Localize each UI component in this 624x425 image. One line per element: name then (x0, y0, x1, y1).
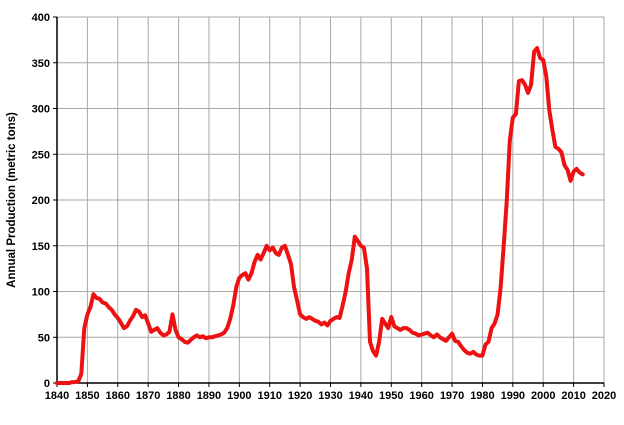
x-tick-label: 1910 (257, 390, 281, 402)
x-tick-label: 2020 (592, 390, 616, 402)
x-tick-label: 1980 (470, 390, 494, 402)
y-tick-label: 50 (38, 332, 50, 344)
series-layer (55, 46, 585, 385)
x-tick-label: 1870 (136, 390, 160, 402)
x-tick-label: 2010 (561, 390, 585, 402)
x-tick-label: 1930 (318, 390, 342, 402)
x-tick-label: 1900 (227, 390, 251, 402)
y-tick-label: 400 (32, 12, 50, 24)
grid-layer (56, 16, 605, 384)
x-tick-label: 1880 (166, 390, 190, 402)
x-tick-label: 1840 (45, 390, 69, 402)
x-tick-label: 1920 (288, 390, 312, 402)
x-tick-label: 2000 (531, 390, 555, 402)
y-tick-label: 200 (32, 195, 50, 207)
x-tick-label: 1860 (106, 390, 130, 402)
x-tick-label: 1950 (379, 390, 403, 402)
tick-label-layer: 1840 1850 1860 1870 1880 1890 1900 1910 1920 1930… (32, 12, 617, 402)
y-tick-label: 250 (32, 149, 50, 161)
x-tick-label: 1990 (501, 390, 525, 402)
y-tick-label: 100 (32, 287, 50, 299)
axis-layer (53, 16, 605, 387)
y-tick-label: 150 (32, 241, 50, 253)
x-tick-label: 1850 (75, 390, 99, 402)
y-tick-label: 350 (32, 58, 50, 70)
production-series-line (55, 46, 585, 385)
x-tick-label: 1970 (440, 390, 464, 402)
y-tick-label: 0 (44, 378, 50, 390)
x-tick-label: 1940 (349, 390, 373, 402)
x-tick-label: 1890 (197, 390, 221, 402)
x-tick-label: 1960 (409, 390, 433, 402)
y-tick-label: 300 (32, 104, 50, 116)
y-axis-title: Annual Production (metric tons) (6, 112, 18, 288)
